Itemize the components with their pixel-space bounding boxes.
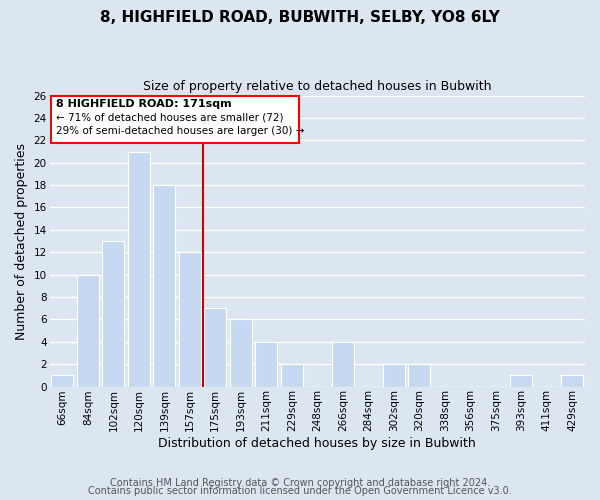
Text: 29% of semi-detached houses are larger (30) →: 29% of semi-detached houses are larger (…	[56, 126, 304, 136]
X-axis label: Distribution of detached houses by size in Bubwith: Distribution of detached houses by size …	[158, 437, 476, 450]
Bar	[154, 185, 175, 386]
Bar	[230, 320, 251, 386]
Bar	[179, 252, 200, 386]
Bar	[562, 376, 583, 386]
Text: 8, HIGHFIELD ROAD, BUBWITH, SELBY, YO8 6LY: 8, HIGHFIELD ROAD, BUBWITH, SELBY, YO8 6…	[100, 10, 500, 25]
Bar	[383, 364, 404, 386]
Bar	[77, 274, 98, 386]
Bar	[332, 342, 353, 386]
Bar	[128, 152, 149, 386]
Y-axis label: Number of detached properties: Number of detached properties	[15, 142, 28, 340]
Title: Size of property relative to detached houses in Bubwith: Size of property relative to detached ho…	[143, 80, 491, 93]
Text: ← 71% of detached houses are smaller (72): ← 71% of detached houses are smaller (72…	[56, 112, 283, 122]
Bar	[511, 376, 532, 386]
Bar	[281, 364, 302, 386]
Bar	[409, 364, 430, 386]
Bar	[103, 241, 124, 386]
Text: 8 HIGHFIELD ROAD: 171sqm: 8 HIGHFIELD ROAD: 171sqm	[56, 99, 232, 109]
Bar	[52, 376, 73, 386]
FancyBboxPatch shape	[51, 96, 299, 142]
Text: Contains HM Land Registry data © Crown copyright and database right 2024.: Contains HM Land Registry data © Crown c…	[110, 478, 490, 488]
Text: Contains public sector information licensed under the Open Government Licence v3: Contains public sector information licen…	[88, 486, 512, 496]
Bar	[205, 308, 226, 386]
Bar	[256, 342, 277, 386]
